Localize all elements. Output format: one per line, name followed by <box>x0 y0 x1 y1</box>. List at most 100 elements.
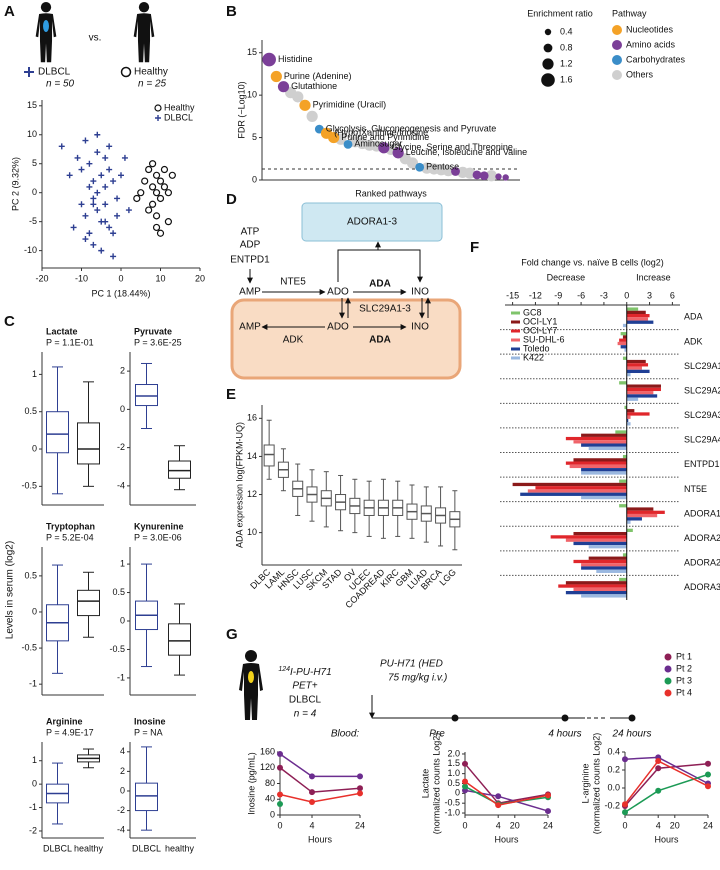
y-tick-label: -1.0 <box>444 807 460 817</box>
point-label: Glutathione <box>291 81 337 91</box>
point <box>168 171 176 179</box>
point <box>141 177 149 185</box>
bar <box>573 541 627 546</box>
x-tick-label: -9 <box>554 290 562 300</box>
bar <box>619 479 627 483</box>
point <box>149 183 157 191</box>
point <box>415 162 425 172</box>
point <box>292 91 304 103</box>
bar <box>581 443 627 447</box>
y-axis-label: Inosine (pg/mL) <box>246 752 256 815</box>
panel-label: G <box>226 626 238 643</box>
point <box>110 253 117 260</box>
point <box>262 52 276 67</box>
x-tick-label: 0 <box>622 820 627 830</box>
bar <box>626 387 661 392</box>
legend-label: Pt 4 <box>676 687 692 697</box>
legend-label: Pt 3 <box>676 675 692 685</box>
node-label: INO <box>411 287 429 298</box>
timepoint-dot <box>561 714 569 722</box>
node-label: NTE5 <box>280 277 306 288</box>
y-tick-label: 1 <box>32 369 37 379</box>
legend-circle <box>120 66 132 78</box>
point <box>102 154 109 161</box>
receptor <box>301 202 443 242</box>
point <box>495 793 502 800</box>
point <box>66 172 73 179</box>
chart-title: Lactate <box>46 326 78 336</box>
y-axis-label: ADA expression log(FPKM-UQ) <box>234 422 244 548</box>
point <box>156 229 165 237</box>
category-label: SLC29A1 <box>684 361 720 371</box>
y-tick-label: -4 <box>117 825 125 835</box>
chart-title: Kynurenine <box>134 521 184 531</box>
box <box>77 589 100 617</box>
bar <box>565 436 627 441</box>
point-label: Pentose <box>426 162 459 172</box>
point <box>152 212 161 220</box>
node-label: ADP <box>240 240 261 251</box>
point <box>86 183 93 190</box>
point <box>495 802 502 809</box>
legend-label: DLBCL <box>164 112 193 122</box>
point <box>160 165 169 174</box>
legend-marker <box>154 104 162 112</box>
bar <box>581 495 627 500</box>
point <box>118 172 124 179</box>
point <box>277 750 283 757</box>
point <box>152 171 161 179</box>
y-axis-label: PC 2 (9.32%) <box>10 157 20 211</box>
y-tick-label: 15 <box>247 47 257 57</box>
point <box>152 189 161 197</box>
x-tick-label: 24 <box>355 820 365 830</box>
bar <box>620 345 627 349</box>
chart-subtitle: P = 5.2E-04 <box>46 532 94 542</box>
y-tick-label: 2.0 <box>447 748 460 758</box>
y-tick-label: -10 <box>24 245 37 255</box>
legend-label: Healthy <box>164 102 195 112</box>
point-label: Purine and Pyrimidine <box>341 132 429 142</box>
bar <box>617 341 627 346</box>
bar <box>512 482 627 487</box>
bar <box>588 545 627 549</box>
bar <box>626 310 646 315</box>
x-tick-label: DLBCL <box>43 843 72 853</box>
point-label: Glycine, Serine and Threonine <box>391 142 512 152</box>
point <box>357 790 363 797</box>
point <box>357 785 363 792</box>
x-tick-label: 20 <box>670 820 680 830</box>
category-label: SLC29A4 <box>684 435 720 445</box>
panel-label: B <box>226 3 237 20</box>
y-tick-label: 4 <box>120 746 125 756</box>
bar <box>535 486 627 490</box>
point <box>545 792 551 799</box>
x-tick-label: -20 <box>35 273 48 283</box>
bar <box>626 412 650 416</box>
x-tick-label: 10 <box>155 273 165 283</box>
bar <box>626 314 650 318</box>
y-tick-label: 80 <box>265 778 275 788</box>
bar <box>626 363 649 367</box>
y-tick-label: 0.5 <box>112 587 125 597</box>
bar <box>626 510 665 514</box>
bar <box>626 397 639 401</box>
legend-swatch <box>511 320 520 324</box>
y-axis-label: L-arginine <box>580 763 590 803</box>
bar <box>581 433 627 437</box>
point <box>98 172 105 179</box>
bar <box>581 594 627 598</box>
point <box>82 212 89 219</box>
legend-swatch <box>511 329 520 333</box>
chart-subtitle: P = NA <box>134 727 163 737</box>
point <box>406 157 419 169</box>
point <box>479 171 489 181</box>
point <box>343 139 353 149</box>
point <box>90 195 97 202</box>
y-tick-label: 40 <box>265 794 275 804</box>
chart-subtitle: P = 1.1E-01 <box>46 337 94 347</box>
bar <box>596 569 627 573</box>
point <box>106 143 113 150</box>
bar <box>626 320 654 324</box>
point <box>149 160 157 168</box>
